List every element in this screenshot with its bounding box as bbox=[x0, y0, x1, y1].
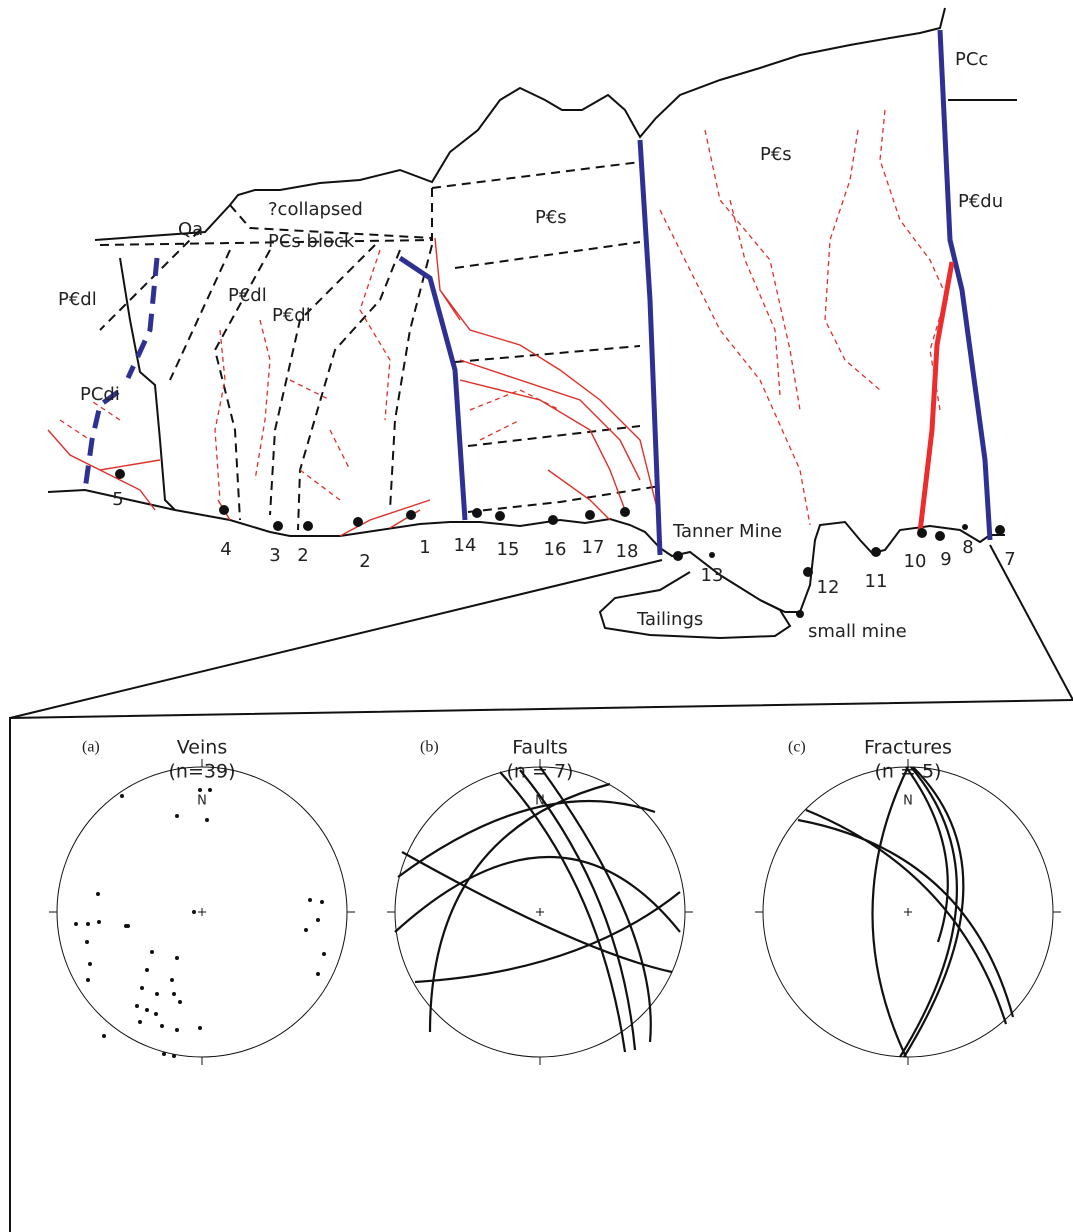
site-number: 7 bbox=[1004, 549, 1015, 570]
fault-blue bbox=[640, 140, 660, 555]
site-numbers: 5 4 3 2 2 1 14 15 16 17 18 13 12 11 10 9… bbox=[112, 489, 1015, 598]
vein-poles bbox=[74, 788, 326, 1058]
panel-title: Fractures bbox=[864, 737, 952, 759]
zoom-line bbox=[990, 545, 1073, 700]
figure: PCc P€s P€du Qa ?collapsed PCs block P€d… bbox=[0, 0, 1073, 1232]
unit-label: P€dl bbox=[228, 285, 267, 306]
outline-left bbox=[120, 258, 175, 510]
place-label: small mine bbox=[808, 621, 907, 642]
stereonets: (a)Veins(n=39)N(b)Faults(n = 7)N(c)Fract… bbox=[49, 737, 1061, 1066]
panel-title: Veins bbox=[177, 737, 227, 759]
site-number: 11 bbox=[865, 571, 888, 592]
panel-letter: (a) bbox=[82, 739, 100, 756]
unit-label: P€du bbox=[958, 191, 1003, 212]
unit-label: Qa bbox=[178, 219, 203, 240]
site-number: 4 bbox=[220, 539, 231, 560]
site-number: 10 bbox=[904, 551, 927, 572]
fault-blue bbox=[400, 258, 465, 520]
site-number: 18 bbox=[616, 541, 639, 562]
north-label: N bbox=[903, 794, 913, 809]
unit-label: PCc bbox=[955, 49, 988, 70]
vein-solid bbox=[48, 238, 660, 536]
vein-dashed bbox=[60, 110, 948, 525]
fault-red bbox=[920, 262, 952, 532]
site-number: 15 bbox=[497, 539, 520, 560]
north-label: N bbox=[197, 794, 207, 809]
unit-label: P€s bbox=[760, 144, 792, 165]
panel-letter: (b) bbox=[420, 739, 439, 756]
site-number: 16 bbox=[544, 539, 567, 560]
site-number: 1 bbox=[419, 537, 430, 558]
site-number: 2 bbox=[359, 551, 370, 572]
unit-label: P€s bbox=[535, 207, 567, 228]
outline-top bbox=[95, 8, 945, 240]
site-number: 2 bbox=[297, 545, 308, 566]
unit-label: ?collapsed bbox=[268, 199, 363, 220]
site-number: 17 bbox=[582, 537, 605, 558]
stereonet-panel: (a)Veins(n=39)N(b)Faults(n = 7)N(c)Fract… bbox=[10, 700, 1073, 1232]
site-number: 5 bbox=[112, 489, 123, 510]
site-number: 14 bbox=[454, 535, 477, 556]
contact-dashed bbox=[100, 162, 660, 530]
panel-title: Faults bbox=[512, 737, 568, 759]
zoom-line bbox=[10, 560, 662, 718]
panel-letter: (c) bbox=[788, 739, 806, 756]
unit-label: PCdi bbox=[80, 384, 120, 405]
site-number: 8 bbox=[962, 537, 973, 558]
unit-label: PCs block bbox=[268, 231, 355, 252]
site-number: 12 bbox=[817, 577, 840, 598]
site-number: 3 bbox=[269, 545, 280, 566]
unit-label: P€dl bbox=[58, 289, 97, 310]
place-label: Tailings bbox=[636, 609, 703, 630]
unit-label: P€dl bbox=[272, 305, 311, 326]
place-label: Tanner Mine bbox=[672, 521, 782, 542]
site-number: 13 bbox=[701, 565, 724, 586]
map: PCc P€s P€du Qa ?collapsed PCs block P€d… bbox=[10, 8, 1073, 718]
site-number: 9 bbox=[940, 549, 951, 570]
